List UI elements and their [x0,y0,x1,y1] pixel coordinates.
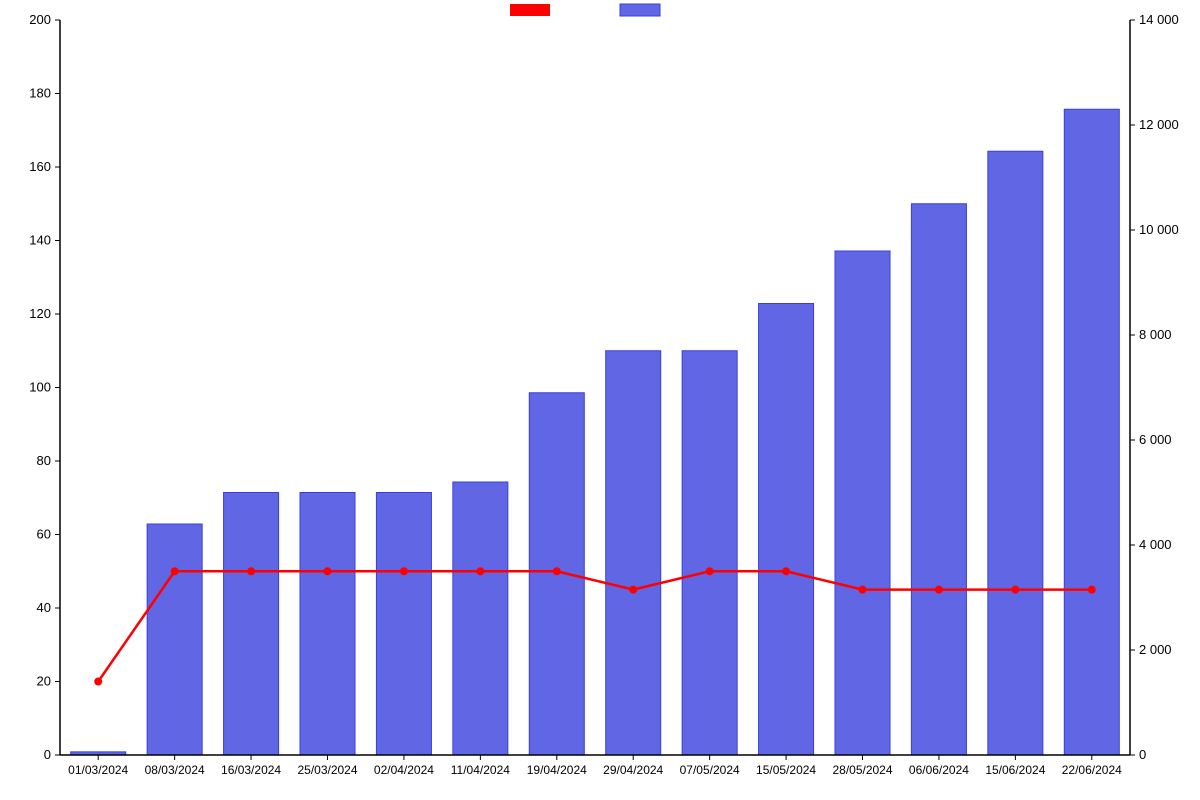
y-left-tick-label: 60 [37,527,51,542]
x-tick-label: 01/03/2024 [68,763,128,777]
y-right-tick-label: 8 000 [1139,327,1172,342]
y-left-tick-label: 100 [29,380,51,395]
line-marker [95,678,102,685]
line-marker [935,586,942,593]
chart-container: 0 20 40 60 80 100 120 140 160 180 200 0 2 000 4 000 6 … [0,0,1200,800]
x-tick-label: 11/04/2024 [451,763,510,777]
y-right-tick-label: 10 000 [1139,222,1179,237]
legend-swatch-bar [620,4,660,16]
y-right-tick-label: 14 000 [1139,12,1179,27]
x-tick-label: 29/04/2024 [603,763,663,777]
bar [682,351,737,755]
x-tick-label: 06/06/2024 [909,763,969,777]
line-marker [171,568,178,575]
bar [988,151,1043,755]
y-right-tick-label: 2 000 [1139,642,1172,657]
bar [224,493,279,756]
y-left-tick-label: 200 [29,12,51,27]
line-marker [630,586,637,593]
legend-swatch-line [510,4,550,16]
bar [453,482,508,755]
y-right-tick-label: 0 [1139,747,1146,762]
x-tick-label: 28/05/2024 [832,763,892,777]
y-left-tick-label: 140 [29,233,51,248]
bar [1064,109,1119,755]
y-left-tick-label: 160 [29,159,51,174]
line-marker [324,568,331,575]
line-marker [400,568,407,575]
x-tick-label: 25/03/2024 [297,763,357,777]
line-marker [477,568,484,575]
y-left-tick-label: 20 [37,674,51,689]
x-tick-label: 08/03/2024 [145,763,205,777]
bar [759,304,814,756]
y-left-tick-label: 180 [29,86,51,101]
line-marker [706,568,713,575]
combo-chart: 0 20 40 60 80 100 120 140 160 180 200 0 2 000 4 000 6 … [0,0,1200,800]
x-tick-label: 07/05/2024 [680,763,740,777]
line-marker [553,568,560,575]
bar [835,251,890,755]
bar [606,351,661,755]
x-tick-label: 22/06/2024 [1062,763,1122,777]
bar [300,493,355,756]
bar [147,524,202,755]
x-tick-label: 15/05/2024 [756,763,816,777]
y-left-tick-label: 40 [37,600,51,615]
y-left-tick-label: 120 [29,306,51,321]
bar [911,204,966,755]
y-right-tick-label: 6 000 [1139,432,1172,447]
x-tick-label: 02/04/2024 [374,763,434,777]
bar [376,493,431,756]
x-tick-label: 16/03/2024 [221,763,281,777]
x-tick-label: 15/06/2024 [985,763,1045,777]
line-marker [1012,586,1019,593]
y-right-tick-label: 12 000 [1139,117,1179,132]
line-marker [859,586,866,593]
line-marker [783,568,790,575]
line-marker [1088,586,1095,593]
line-marker [248,568,255,575]
y-right-tick-label: 4 000 [1139,537,1172,552]
x-tick-label: 19/04/2024 [527,763,587,777]
y-left-tick-label: 80 [37,453,51,468]
y-left-tick-label: 0 [44,747,51,762]
